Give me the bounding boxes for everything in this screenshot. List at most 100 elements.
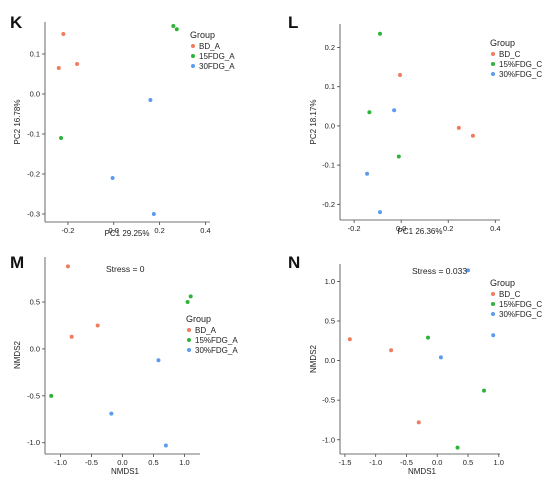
y-tick-label: 0.5: [30, 298, 40, 307]
data-point-30fdg-a: [151, 212, 156, 216]
data-point-bd-c: [416, 420, 421, 425]
data-point-bd-a: [61, 32, 66, 36]
y-tick-label: -1.0: [322, 435, 335, 444]
y-axis-title: PC2 18.17%: [309, 100, 318, 145]
legend-entry: 30FDG_A: [199, 62, 235, 71]
data-point-30-fdg-c: [365, 171, 370, 176]
legend-swatch: [491, 292, 495, 296]
data-point-bd-c: [347, 337, 352, 342]
data-point-15-fdg-c: [455, 445, 460, 450]
y-axis-title: PC2 16.78%: [13, 100, 22, 145]
legend-swatch: [491, 62, 495, 66]
x-tick-label: -1.5: [338, 458, 351, 467]
stress-annotation: Stress = 0: [106, 264, 145, 274]
y-tick-label: -0.2: [27, 170, 40, 179]
data-point-15fdg-a: [174, 27, 179, 32]
data-point-30-fdg-a: [109, 411, 114, 416]
data-point-15-fdg-a: [188, 294, 193, 299]
data-point-bd-a: [65, 264, 70, 269]
legend-swatch: [491, 72, 495, 76]
legend-swatch: [187, 348, 191, 352]
x-tick-label: 0.0: [117, 458, 127, 467]
legend-swatch: [187, 328, 191, 332]
y-tick-label: 0.0: [325, 356, 335, 365]
data-point-bd-c: [398, 72, 402, 77]
x-tick-label: 0.5: [148, 458, 158, 467]
data-point-15-fdg-a: [185, 300, 190, 305]
legend-swatch: [191, 44, 195, 48]
data-point-bd-c: [456, 125, 461, 130]
panel-n: N -1.5 -1.0 -0.5 0.0 0.5 1.0 -1.0 -0.5 0.0 0.5 1.0 N…: [288, 253, 542, 476]
x-tick-label: -1.0: [369, 458, 382, 467]
y-tick-label: 0.0: [325, 121, 335, 130]
x-axis-title: PC1 26.36%: [398, 227, 443, 236]
legend-swatch: [191, 54, 195, 58]
x-tick-label: 0.0: [109, 226, 119, 235]
stress-annotation: Stress = 0.033: [412, 266, 467, 276]
legend-entry: BD_C: [499, 290, 521, 299]
legend-entry: 15FDG_A: [199, 52, 235, 61]
legend-swatch: [491, 312, 495, 316]
legend-swatch: [187, 338, 191, 342]
x-tick-label: 1.0: [494, 458, 504, 467]
x-tick-label: 0.2: [443, 224, 453, 233]
y-tick-label: -0.3: [27, 210, 40, 219]
data-point-30-fdg-c: [438, 355, 443, 360]
data-point-bd-c: [470, 133, 475, 138]
x-tick-label: 1.0: [179, 458, 189, 467]
y-tick-label: 0.2: [325, 43, 335, 52]
x-tick-label: -0.5: [400, 458, 413, 467]
data-point-15-fdg-c: [396, 154, 401, 159]
data-point-30-fdg-c: [392, 108, 397, 113]
legend-swatch: [491, 302, 495, 306]
x-tick-label: -0.2: [348, 224, 361, 233]
data-point-bd-c: [389, 348, 394, 353]
panel-m: M -1.0 -0.5 0.0 0.5 1.0 -1.0 -0.5 0.0 0.5 NMDS1 NMD…: [10, 253, 238, 476]
legend-entry: 15%FDG_C: [499, 60, 542, 69]
legend-entry: BD_A: [195, 326, 217, 335]
legend-entry: 30%FDG_C: [499, 70, 542, 79]
data-point-15-fdg-c: [378, 31, 382, 36]
y-tick-label: 0.0: [30, 90, 40, 99]
panel-letter: K: [10, 13, 23, 32]
legend-entry: BD_A: [199, 42, 221, 51]
y-tick-label: -1.0: [27, 438, 40, 447]
legend-title: Group: [186, 314, 211, 324]
x-tick-label: 0.2: [154, 226, 164, 235]
x-axis-title: NMDS1: [408, 467, 437, 476]
y-tick-label: 0.0: [30, 344, 40, 353]
data-point-15fdg-a: [171, 24, 176, 28]
data-point-15-fdg-a: [49, 393, 54, 398]
y-tick-label: 1.0: [325, 277, 335, 286]
data-point-30fdg-a: [148, 98, 153, 102]
panel-letter: N: [288, 253, 300, 272]
legend-entry: BD_C: [499, 50, 521, 59]
x-tick-label: -0.5: [85, 458, 98, 467]
data-point-30-fdg-a: [156, 358, 161, 363]
legend-swatch: [191, 64, 195, 68]
data-point-30-fdg-a: [163, 443, 168, 448]
x-axis-title: PC1 29.25%: [105, 229, 150, 238]
y-axis-title: NMDS2: [309, 344, 318, 373]
y-tick-label: 0.1: [30, 50, 40, 59]
panel-letter: M: [10, 253, 24, 272]
legend-entry: 15%FDG_C: [499, 300, 542, 309]
x-tick-label: -1.0: [54, 458, 67, 467]
legend-title: Group: [490, 278, 515, 288]
x-tick-label: 0.0: [432, 458, 442, 467]
legend-title: Group: [190, 30, 215, 40]
y-tick-label: -0.1: [322, 161, 335, 170]
x-tick-label: 0.0: [396, 224, 406, 233]
legend-entry: 30%FDG_C: [499, 310, 542, 319]
y-tick-label: -0.1: [27, 130, 40, 139]
legend: Group BD_C15%FDG_C30%FDG_C: [490, 38, 542, 79]
data-point-bd-a: [95, 323, 100, 328]
data-point-15fdg-a: [59, 136, 64, 140]
x-tick-label: -0.2: [61, 226, 74, 235]
y-tick-label: 0.1: [325, 82, 335, 91]
x-axis-title: NMDS1: [111, 467, 140, 476]
data-point-15-fdg-c: [367, 110, 372, 115]
